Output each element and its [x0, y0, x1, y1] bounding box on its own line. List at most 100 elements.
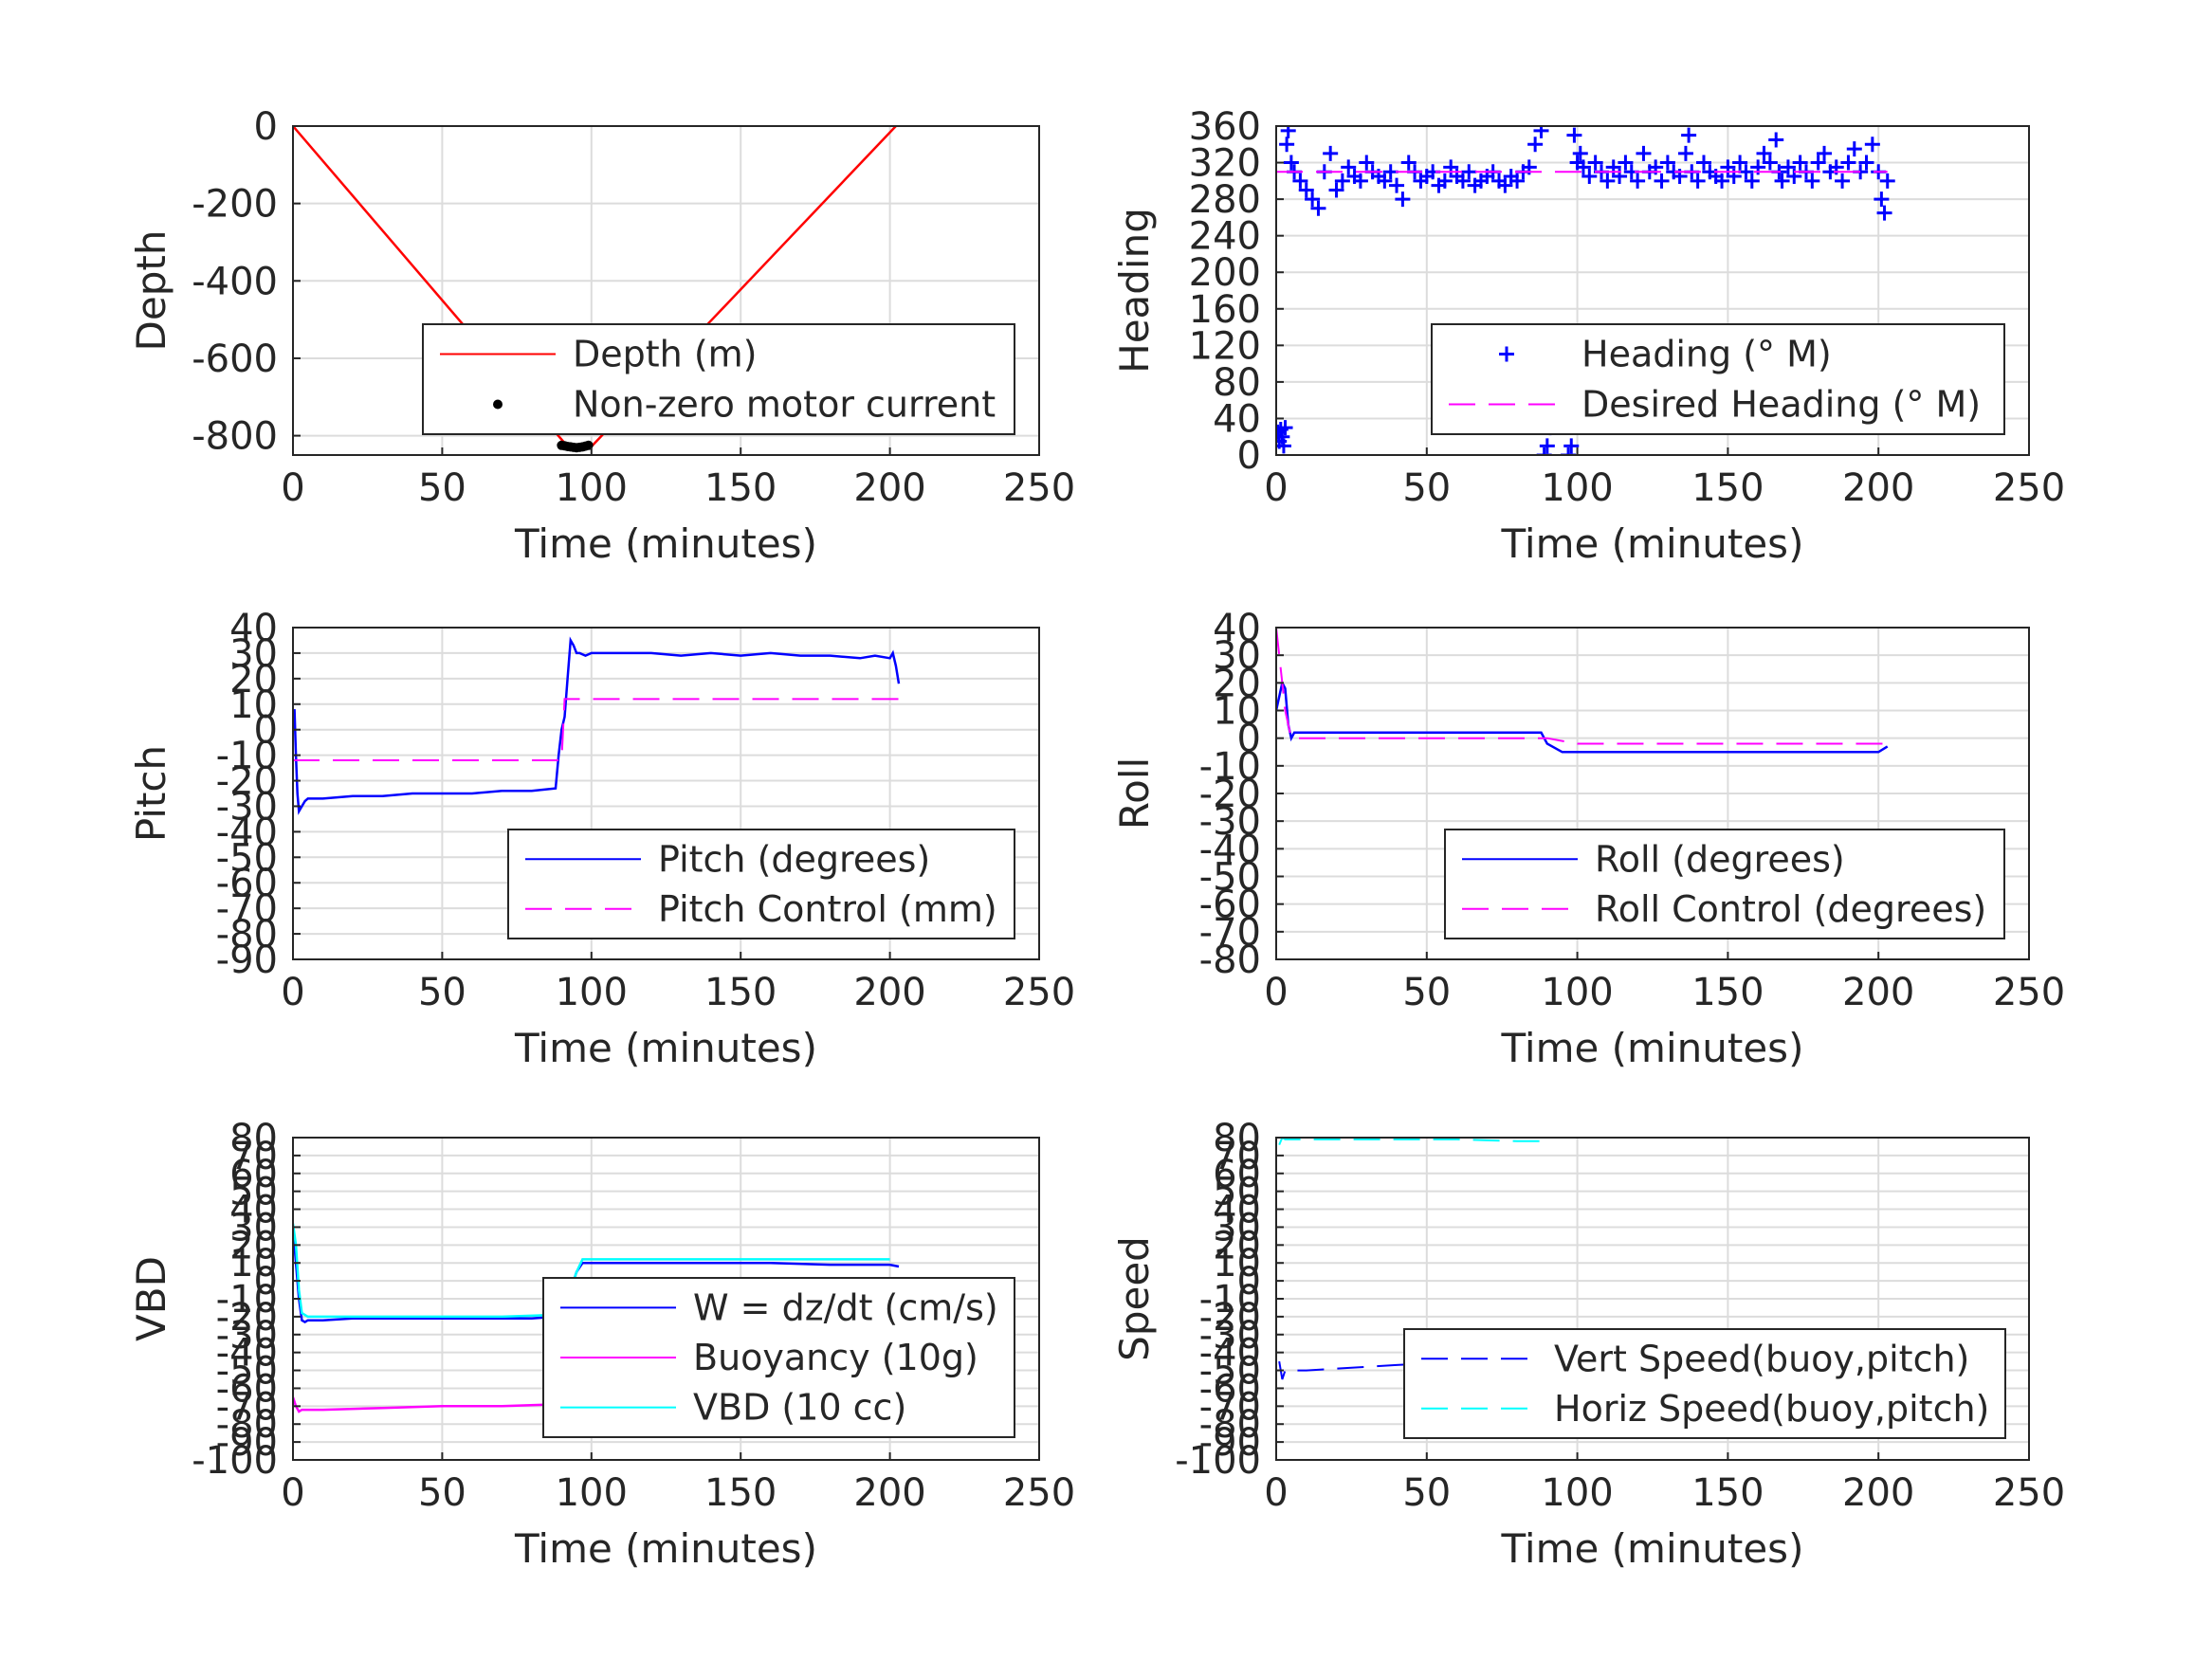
- y-tick-label: -20: [216, 1296, 278, 1340]
- x-tick-label: 0: [1264, 971, 1288, 1014]
- series-heading-point: [1436, 173, 1453, 189]
- x-axis-label: Time (minutes): [514, 1525, 817, 1572]
- series-roll-line: [1276, 679, 1889, 754]
- legend-entry: Depth (m): [573, 334, 758, 375]
- plot-area: [293, 636, 901, 815]
- y-tick-label: -50: [1199, 856, 1261, 900]
- y-tick-label: -70: [216, 887, 278, 931]
- series-heading-point: [1695, 155, 1711, 171]
- legend-box: [1444, 829, 2005, 939]
- series-heading-point: [1876, 205, 1892, 221]
- subplot-heading: 0 50 100 150 200 2500408012016020024028032036…: [1111, 105, 2065, 567]
- y-tick-label: -70: [1199, 1385, 1261, 1429]
- y-tick-label: 200: [1189, 251, 1261, 295]
- x-tick-label: 250: [1003, 1471, 1075, 1515]
- series-heading-point: [1630, 173, 1646, 189]
- y-tick-label: -40: [1199, 828, 1261, 871]
- legend-entry: Roll Control (degrees): [1595, 888, 1986, 930]
- x-tick-label: 50: [418, 466, 466, 510]
- y-axis-label: Roll: [1111, 757, 1158, 830]
- y-tick-label: -70: [216, 1385, 278, 1429]
- series-heading-point: [1276, 428, 1290, 445]
- y-tick-label: -80: [216, 1403, 278, 1447]
- series-heading-point: [1276, 438, 1291, 454]
- x-tick-label: 100: [1541, 1471, 1613, 1515]
- y-tick-label: 30: [229, 632, 278, 676]
- series-heading-point: [1395, 191, 1411, 208]
- y-tick-label: 30: [1213, 634, 1261, 678]
- legend: Roll (degrees) Roll Control (degrees): [1444, 829, 2005, 939]
- y-tick-label: -60: [216, 862, 278, 905]
- series-heading-point: [1835, 173, 1851, 189]
- y-axis-label: VBD: [128, 1256, 174, 1341]
- legend-swatch: [1499, 346, 1514, 362]
- y-tick-label: -400: [192, 260, 278, 303]
- series-heading-point: [1536, 447, 1552, 455]
- y-tick-label: 40: [229, 607, 278, 650]
- y-tick-label: -50: [216, 1350, 278, 1394]
- y-tick-label: -80: [216, 913, 278, 957]
- x-tick-label: 250: [1993, 971, 2065, 1014]
- series-pitch-control-line: [293, 698, 899, 761]
- series-heading-point: [1389, 177, 1405, 193]
- legend-entry: Pitch (degrees): [658, 838, 930, 880]
- series-heading-point: [1509, 173, 1526, 189]
- series-heading-point: [1732, 155, 1748, 171]
- subplot-vbd: 0 50 100 150 200 250-100-90-80-70-60-50-40-30…: [128, 1117, 1075, 1572]
- x-tick-label: 0: [1264, 466, 1288, 510]
- y-tick-label: -200: [192, 183, 278, 227]
- y-tick-label: 20: [229, 658, 278, 702]
- legend-entry: W = dz/dt (cm/s): [693, 1286, 998, 1328]
- y-tick-label: -50: [216, 836, 278, 880]
- y-tick-label: -40: [216, 1332, 278, 1376]
- y-tick-label: 10: [1213, 690, 1261, 734]
- y-tick-label: 20: [1213, 662, 1261, 705]
- x-tick-label: 50: [418, 1471, 466, 1515]
- x-axis-label: Time (minutes): [514, 520, 817, 567]
- x-tick-label: 100: [1541, 971, 1613, 1014]
- series-heading-point: [1858, 155, 1874, 171]
- y-tick-label: 40: [1213, 1189, 1261, 1232]
- y-tick-label: 50: [229, 1171, 278, 1214]
- series-heading-point: [1792, 155, 1808, 171]
- x-tick-label: 150: [1691, 971, 1764, 1014]
- series-buoyancy-line: [293, 1396, 557, 1413]
- series-heading-point: [1581, 169, 1598, 185]
- y-tick-label: 80: [229, 1117, 278, 1160]
- y-tick-label: 40: [229, 1189, 278, 1232]
- y-tick-label: -10: [1199, 745, 1261, 789]
- series-heading-point: [1744, 173, 1760, 189]
- series-heading-point: [1618, 155, 1634, 171]
- x-tick-label: 0: [281, 1471, 304, 1515]
- series-heading-point: [1279, 137, 1295, 153]
- x-tick-label: 100: [556, 971, 628, 1014]
- x-tick-label: 150: [704, 1471, 777, 1515]
- y-tick-label: -20: [1199, 1296, 1261, 1340]
- x-tick-label: 50: [1402, 1471, 1451, 1515]
- legend-entry: Non-zero motor current: [573, 384, 996, 426]
- plot-area: [293, 126, 897, 453]
- series-heading-point: [1352, 173, 1368, 189]
- series-heading-point: [1527, 137, 1544, 153]
- y-tick-label: -30: [1199, 1314, 1261, 1358]
- y-tick-label: -90: [1199, 1421, 1261, 1465]
- y-tick-label: 10: [229, 684, 278, 727]
- y-tick-label: 0: [1237, 434, 1261, 478]
- y-tick-label: 280: [1189, 178, 1261, 222]
- series-heading-point: [1846, 141, 1862, 157]
- y-tick-label: -60: [1199, 884, 1261, 927]
- legend-entry: Horiz Speed(buoy,pitch): [1554, 1388, 1989, 1430]
- series-heading-point: [1768, 132, 1784, 148]
- series-heading-point: [1563, 438, 1580, 454]
- x-tick-label: 200: [1842, 971, 1914, 1014]
- series-heading-point: [1454, 173, 1471, 189]
- y-tick-label: -800: [192, 415, 278, 459]
- legend-entry: Buoyancy (10g): [693, 1337, 978, 1378]
- legend-entry: Heading (° M): [1581, 334, 1832, 375]
- x-tick-label: 100: [556, 466, 628, 510]
- series-heading-point: [1762, 155, 1778, 171]
- series-horiz-speed-line: [1278, 1138, 1542, 1145]
- x-axis-label: Time (minutes): [1501, 520, 1804, 567]
- series-heading-point: [1810, 155, 1826, 171]
